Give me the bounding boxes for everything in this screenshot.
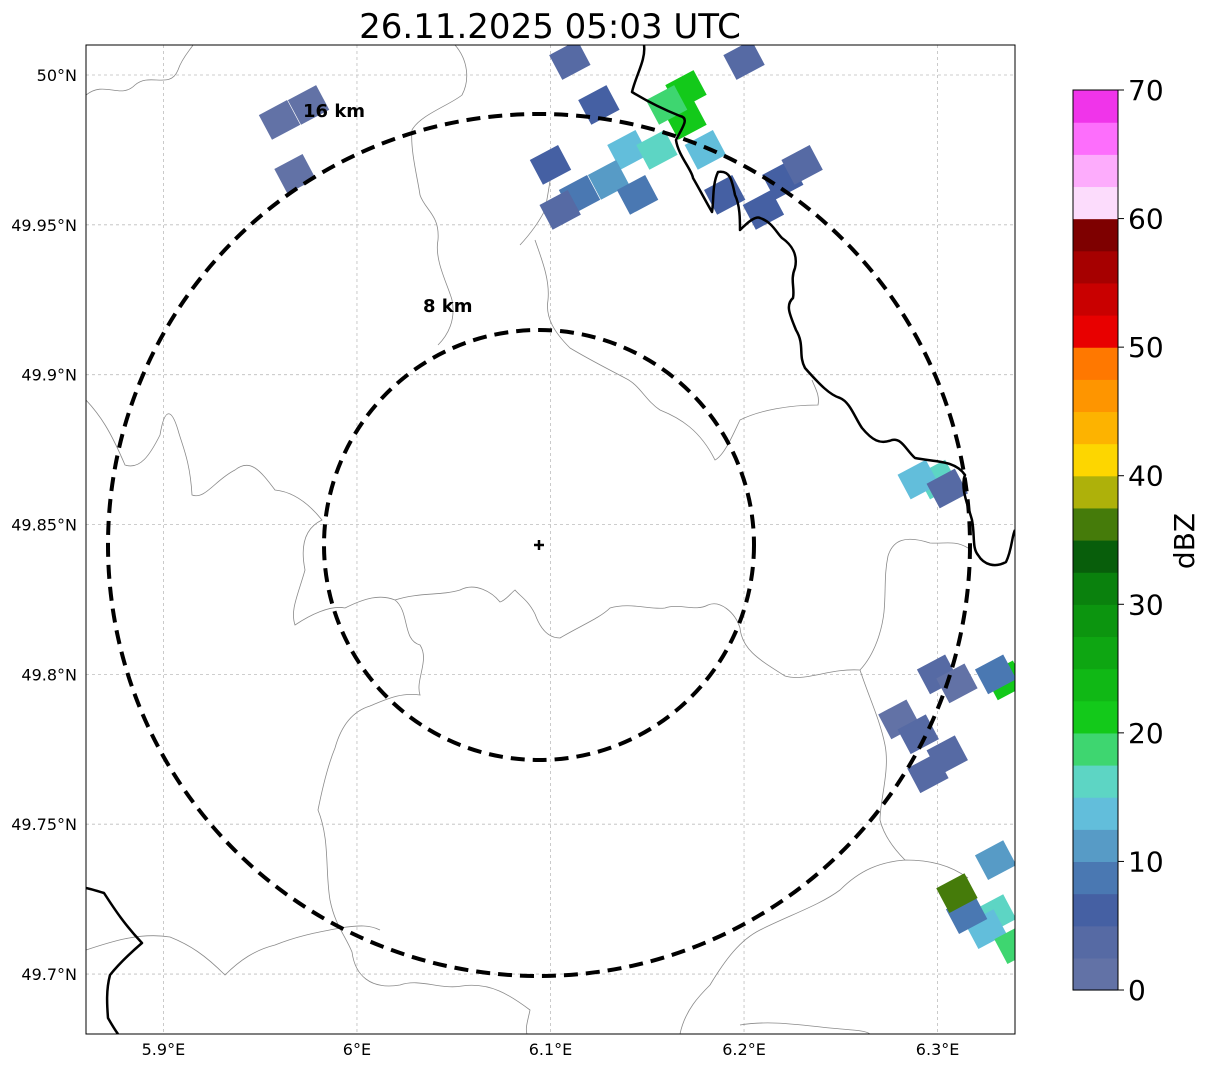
ring-label-16km: 16 km <box>303 101 365 122</box>
radar-site-marker <box>534 540 544 550</box>
reflectivity-cell <box>684 130 727 170</box>
reflectivity-cell <box>636 130 678 170</box>
colorbar-band <box>1073 861 1118 895</box>
colorbar-band <box>1073 154 1118 188</box>
reflectivity-cell <box>616 174 659 215</box>
reflectivity-cell <box>549 45 591 80</box>
reflectivity-cell <box>936 873 978 914</box>
colorbar-band <box>1073 379 1118 413</box>
colorbar-band <box>1073 668 1118 702</box>
latitude-tick-label: 49.75°N <box>11 815 77 834</box>
colorbar-tick-label: 0 <box>1128 974 1146 1007</box>
reflectivity-cell <box>258 100 301 140</box>
canton-boundary <box>411 45 468 346</box>
reflectivity-cell <box>994 924 1015 964</box>
range-ring-8km <box>322 328 756 762</box>
colorbar-band <box>1073 572 1118 605</box>
colorbar-band <box>1073 218 1118 252</box>
longitude-tick-labels: 5.9°E 6°E 6.1°E 6.2°E 6.3°E <box>142 1040 960 1059</box>
reflectivity-cell <box>897 714 939 755</box>
latitude-tick-label: 49.9°N <box>21 366 77 385</box>
latitude-tick-label: 49.8°N <box>21 665 77 684</box>
latitude-tick-label: 49.85°N <box>11 516 77 535</box>
colorbar-band <box>1073 957 1118 991</box>
canton-boundary <box>739 1022 871 1034</box>
reflectivity-cell <box>529 145 572 185</box>
range-ring-16km <box>106 112 972 978</box>
colorbar-band <box>1073 604 1118 638</box>
colorbar-band <box>1073 250 1118 284</box>
longitude-tick-label: 6°E <box>343 1040 371 1059</box>
longitude-tick-label: 6.3°E <box>916 1040 960 1059</box>
canton-boundary <box>86 399 969 678</box>
colorbar-frame <box>1072 89 1119 991</box>
canton-boundary <box>317 599 531 1034</box>
colorbar-tick-label: 50 <box>1128 331 1164 364</box>
colorbar-band <box>1073 443 1118 477</box>
range-rings: 8 km 16 km <box>106 101 972 978</box>
colorbar-bands <box>1073 90 1118 991</box>
colorbar-band <box>1073 797 1118 830</box>
reflectivity-cell <box>974 654 1015 695</box>
colorbar-band <box>1073 315 1118 348</box>
latitude-tick-label: 49.7°N <box>21 965 77 984</box>
reflectivity-cell <box>926 468 968 509</box>
colorbar-tick-label: 20 <box>1128 717 1164 750</box>
radar-reflectivity-echoes <box>258 45 1015 964</box>
reflectivity-cell <box>781 145 823 185</box>
colorbar-band <box>1073 475 1118 509</box>
colorbar-band <box>1073 636 1118 670</box>
colorbar-band <box>1073 540 1118 573</box>
colorbar-band <box>1073 186 1118 220</box>
colorbar-band <box>1073 925 1118 959</box>
colorbar-band <box>1073 700 1118 734</box>
longitude-tick-label: 5.9°E <box>142 1040 186 1059</box>
colorbar-band <box>1073 411 1118 445</box>
colorbar-tick-label: 40 <box>1128 460 1164 493</box>
map-frame <box>85 44 1016 1035</box>
colorbar-label: dBZ <box>1168 513 1201 569</box>
canton-boundary <box>86 45 194 96</box>
colorbar: 0 10 20 30 40 50 60 70 dBZ <box>1072 74 1201 1007</box>
longitude-tick-label: 6.1°E <box>529 1040 573 1059</box>
colorbar-band <box>1073 829 1118 863</box>
colorbar-tick-label: 30 <box>1128 588 1164 621</box>
colorbar-band <box>1073 347 1118 380</box>
reflectivity-cell <box>897 459 939 500</box>
reflectivity-cell <box>539 189 581 230</box>
country-border-southwest <box>86 886 144 1034</box>
canton-boundary <box>534 239 819 461</box>
latitude-tick-labels: 50°N 49.95°N 49.9°N 49.85°N 49.8°N 49.75°N 49.… <box>11 66 77 984</box>
colorbar-band <box>1073 90 1118 123</box>
colorbar-band <box>1073 282 1118 316</box>
colorbar-band <box>1073 893 1118 927</box>
colorbar-band <box>1073 732 1118 766</box>
map-title: 26.11.2025 05:03 UTC <box>359 7 741 47</box>
reflectivity-cell <box>907 753 949 794</box>
longitude-tick-label: 6.2°E <box>722 1040 766 1059</box>
latitude-tick-label: 49.95°N <box>11 216 77 235</box>
reflectivity-cell <box>974 840 1015 881</box>
reflectivity-cell <box>723 45 765 80</box>
colorbar-tick-label: 70 <box>1128 74 1164 107</box>
canton-boundary <box>679 859 969 1034</box>
colorbar-band <box>1073 765 1118 798</box>
map-plot-area: 8 km 16 km <box>85 44 1016 1035</box>
reflectivity-cell <box>607 130 649 170</box>
reflectivity-cell <box>287 85 330 125</box>
colorbar-band <box>1073 507 1118 541</box>
canton-boundary <box>859 669 906 861</box>
reflectivity-cell <box>936 663 978 704</box>
colorbar-tick-label: 10 <box>1128 845 1164 878</box>
colorbar-ticks: 0 10 20 30 40 50 60 70 <box>1118 74 1164 1007</box>
colorbar-band <box>1073 122 1118 155</box>
ring-label-8km: 8 km <box>423 296 473 317</box>
colorbar-tick-label: 60 <box>1128 203 1164 236</box>
latitude-tick-label: 50°N <box>37 66 77 85</box>
